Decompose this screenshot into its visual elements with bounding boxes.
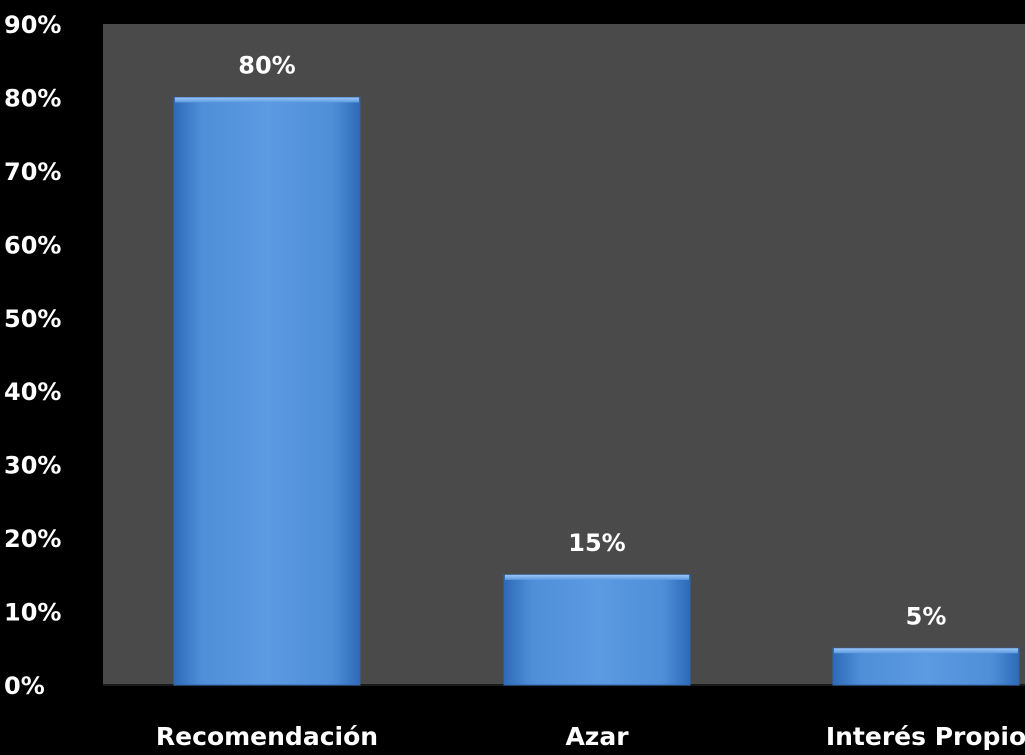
y-tick-label: 70% xyxy=(4,158,61,186)
y-tick-label: 50% xyxy=(4,305,61,333)
bar xyxy=(832,647,1020,686)
y-tick-label: 40% xyxy=(4,378,61,406)
y-tick-label: 10% xyxy=(4,599,61,627)
data-labels: 80% 15% 5% xyxy=(238,51,946,630)
y-tick-label: 30% xyxy=(4,452,61,480)
bar-highlight xyxy=(175,97,359,103)
bar-highlight xyxy=(834,648,1018,654)
x-tick-label: Azar xyxy=(565,722,629,751)
data-label: 80% xyxy=(238,51,295,79)
x-tick-label: Interés Propio xyxy=(826,722,1025,751)
x-axis: Recomendación Azar Interés Propio xyxy=(156,722,1025,751)
y-tick-label: 0% xyxy=(4,672,45,700)
bar xyxy=(173,96,361,686)
bar-highlight xyxy=(505,574,689,580)
y-tick-label: 90% xyxy=(4,11,61,39)
bars xyxy=(173,96,1020,686)
y-tick-label: 60% xyxy=(4,231,61,259)
y-tick-label: 20% xyxy=(4,525,61,553)
data-label: 5% xyxy=(906,602,947,630)
x-tick-label: Recomendación xyxy=(156,722,378,751)
y-axis: 0% 10% 20% 30% 40% 50% 60% 70% 80% 90% xyxy=(4,11,61,700)
y-tick-label: 80% xyxy=(4,84,61,112)
data-label: 15% xyxy=(568,529,625,557)
bar xyxy=(503,574,691,686)
